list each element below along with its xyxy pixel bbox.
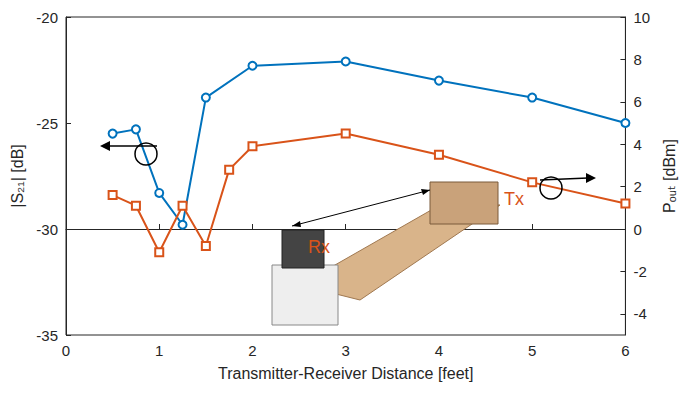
svg-text:Tx: Tx: [504, 189, 524, 209]
svg-text:5: 5: [528, 342, 536, 359]
svg-text:3: 3: [342, 342, 350, 359]
svg-text:-35: -35: [36, 327, 58, 344]
svg-text:6: 6: [621, 342, 629, 359]
svg-text:|S₂₁| [dB]: |S₂₁| [dB]: [9, 144, 26, 208]
svg-text:10: 10: [633, 9, 650, 26]
svg-text:4: 4: [633, 136, 641, 153]
svg-text:-2: -2: [633, 263, 646, 280]
svg-text:-25: -25: [36, 115, 58, 132]
svg-text:6: 6: [633, 93, 641, 110]
svg-text:-20: -20: [36, 9, 58, 26]
svg-text:Pₒᵤₜ [dBm]: Pₒᵤₜ [dBm]: [661, 139, 678, 213]
svg-text:Transmitter-Receiver Distance: Transmitter-Receiver Distance [feet]: [218, 365, 473, 382]
svg-text:2: 2: [248, 342, 256, 359]
svg-text:4: 4: [435, 342, 443, 359]
svg-text:Rx: Rx: [308, 237, 330, 257]
svg-text:-4: -4: [633, 305, 646, 322]
svg-text:2: 2: [633, 178, 641, 195]
svg-text:0: 0: [633, 221, 641, 238]
svg-text:8: 8: [633, 51, 641, 68]
svg-text:1: 1: [155, 342, 163, 359]
svg-text:-30: -30: [36, 221, 58, 238]
svg-text:0: 0: [62, 342, 70, 359]
